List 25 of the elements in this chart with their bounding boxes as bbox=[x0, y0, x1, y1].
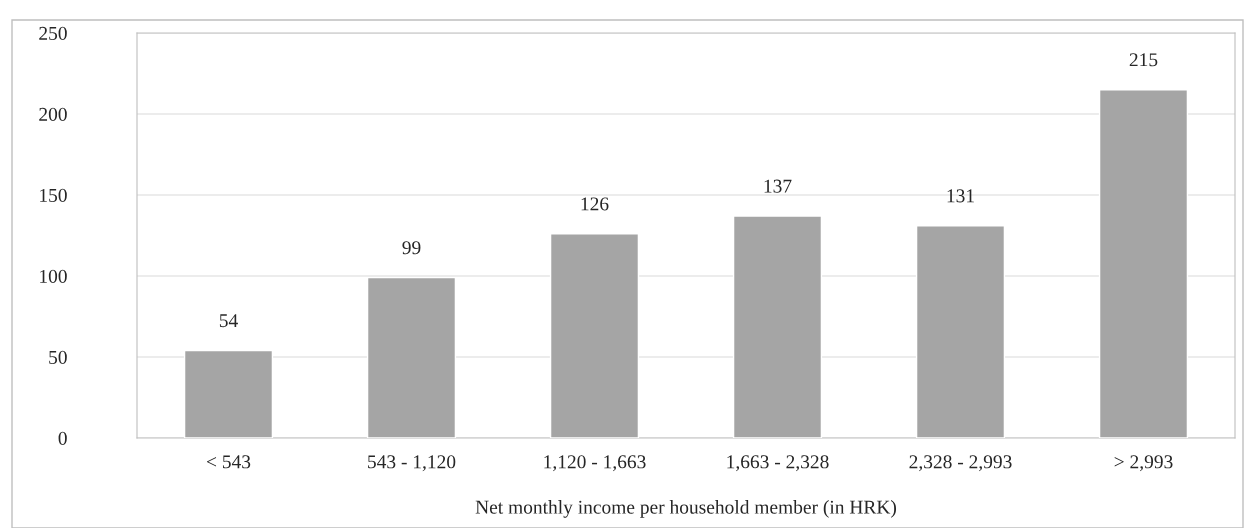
bar bbox=[915, 225, 1006, 438]
y-tick-label: 50 bbox=[49, 350, 67, 364]
x-tick-label: 543 - 1,120 bbox=[368, 455, 456, 472]
data-label: 131 bbox=[947, 189, 974, 203]
data-label: 126 bbox=[581, 197, 609, 211]
bar bbox=[549, 233, 640, 438]
data-label: 137 bbox=[764, 179, 792, 193]
y-tick-label: 0 bbox=[58, 431, 67, 445]
x-tick-label: 1,120 - 1,663 bbox=[544, 455, 646, 472]
data-label: 99 bbox=[402, 241, 421, 255]
bar bbox=[183, 349, 274, 438]
x-axis-title: Net monthly income per household member (in HRK) bbox=[475, 500, 897, 518]
data-label: 54 bbox=[219, 314, 238, 328]
y-tick-label: 150 bbox=[40, 188, 67, 202]
bar bbox=[366, 276, 457, 438]
bar bbox=[1098, 89, 1189, 438]
y-tick-label: 100 bbox=[40, 269, 67, 283]
x-tick-label: 1,663 - 2,328 bbox=[727, 455, 829, 472]
data-label: 215 bbox=[1129, 53, 1158, 67]
x-tick-label: < 543 bbox=[206, 455, 251, 469]
y-tick-label: 250 bbox=[39, 26, 67, 40]
x-tick-label: > 2,993 bbox=[1114, 455, 1173, 472]
x-tick-label: 2,328 - 2,993 bbox=[909, 455, 1012, 472]
y-tick-label: 200 bbox=[39, 107, 67, 121]
bar bbox=[732, 215, 823, 438]
